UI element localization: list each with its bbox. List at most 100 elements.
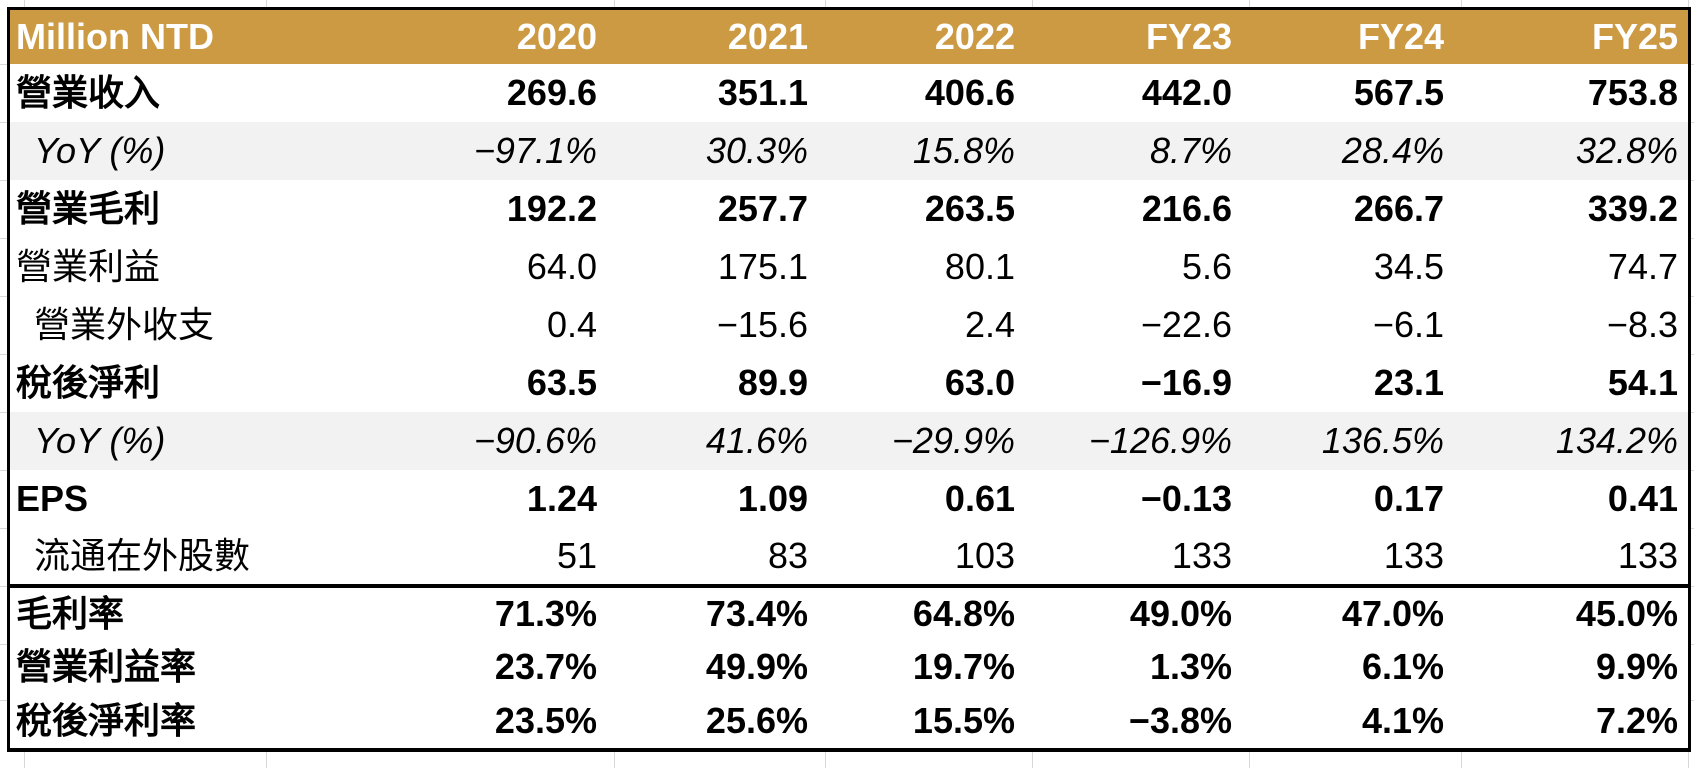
cell[interactable]: 63.0 [944, 362, 1015, 403]
cell[interactable]: 19.7% [912, 646, 1015, 687]
cell[interactable]: −29.9% [824, 412, 1031, 470]
row-label[interactable]: 營業利益率 [16, 646, 197, 687]
row-label[interactable]: 營業利益 [16, 246, 161, 287]
table-header: Million NTD 2020 2021 2022 FY23 FY24 FY25 [10, 10, 1688, 64]
row-label[interactable]: 營業收入 [16, 72, 161, 113]
cell[interactable]: 15.8% [824, 122, 1031, 180]
cell[interactable]: 23.1 [1373, 362, 1444, 403]
column-header-2020[interactable]: 2020 [265, 10, 613, 64]
column-header-2022[interactable]: 2022 [824, 10, 1031, 64]
cell[interactable]: 5.6 [1181, 246, 1232, 287]
cell[interactable]: −6.1 [1372, 304, 1444, 345]
unit-label-cell[interactable]: Million NTD [10, 10, 265, 64]
table-row: YoY (%) −90.6% 41.6% −29.9% −126.9% 136.5% 134… [10, 412, 1688, 470]
cell[interactable]: −22.6 [1140, 304, 1232, 345]
cell[interactable]: 4.1% [1361, 700, 1444, 741]
cell[interactable]: 47.0% [1248, 584, 1460, 640]
cell[interactable]: −126.9% [1031, 412, 1248, 470]
cell[interactable]: −90.6% [265, 412, 613, 470]
cell[interactable]: 1.3% [1149, 646, 1232, 687]
cell[interactable]: 6.1% [1361, 646, 1444, 687]
cell[interactable]: 192.2 [506, 188, 597, 229]
cell[interactable]: 133 [1171, 535, 1232, 576]
cell[interactable]: −0.13 [1140, 478, 1232, 519]
header-row: Million NTD 2020 2021 2022 FY23 FY24 FY25 [10, 10, 1688, 64]
cell[interactable]: 41.6% [613, 412, 824, 470]
cell[interactable]: 23.7% [494, 646, 597, 687]
column-header-fy25[interactable]: FY25 [1460, 10, 1688, 64]
cell[interactable]: 64.0 [526, 246, 597, 287]
row-label[interactable]: 營業外收支 [34, 304, 215, 345]
row-label[interactable]: YoY (%) [10, 122, 265, 180]
cell[interactable]: 406.6 [924, 72, 1015, 113]
cell[interactable]: 753.8 [1587, 72, 1678, 113]
cell[interactable]: −3.8% [1128, 700, 1232, 741]
row-label[interactable]: 稅後淨利 [16, 362, 161, 403]
cell[interactable]: 25.6% [705, 700, 808, 741]
cell[interactable]: 133 [1617, 535, 1678, 576]
row-label[interactable]: YoY (%) [10, 412, 265, 470]
table-row: 營業收入 269.6 351.1 406.6 442.0 567.5 753.8 [10, 64, 1688, 122]
cell[interactable]: −15.6 [716, 304, 808, 345]
cell[interactable]: −97.1% [265, 122, 613, 180]
cell[interactable]: 2.4 [964, 304, 1015, 345]
cell[interactable]: 263.5 [924, 188, 1015, 229]
cell[interactable]: 0.17 [1373, 478, 1444, 519]
cell[interactable]: 266.7 [1353, 188, 1444, 229]
cell[interactable]: 8.7% [1031, 122, 1248, 180]
cell[interactable]: 7.2% [1595, 700, 1678, 741]
table-body: 營業收入 269.6 351.1 406.6 442.0 567.5 753.8 YoY (%… [10, 64, 1688, 748]
cell[interactable]: 63.5 [526, 362, 597, 403]
cell[interactable]: 257.7 [717, 188, 808, 229]
cell[interactable]: 175.1 [717, 246, 808, 287]
cell[interactable]: 567.5 [1353, 72, 1444, 113]
row-label[interactable]: 稅後淨利率 [16, 700, 197, 741]
column-header-fy24[interactable]: FY24 [1248, 10, 1460, 64]
cell[interactable]: 1.24 [526, 478, 597, 519]
cell[interactable]: 339.2 [1587, 188, 1678, 229]
cell[interactable]: 442.0 [1141, 72, 1232, 113]
cell[interactable]: 51 [556, 535, 597, 576]
cell[interactable]: 89.9 [737, 362, 808, 403]
cell[interactable]: 9.9% [1595, 646, 1678, 687]
cell[interactable]: −8.3 [1606, 304, 1678, 345]
cell[interactable]: 73.4% [613, 584, 824, 640]
cell[interactable]: 0.41 [1607, 478, 1678, 519]
cell[interactable]: 134.2% [1460, 412, 1688, 470]
cell[interactable]: 30.3% [613, 122, 824, 180]
cell[interactable]: 216.6 [1141, 188, 1232, 229]
cell[interactable]: 15.5% [912, 700, 1015, 741]
cell[interactable]: 34.5 [1373, 246, 1444, 287]
cell[interactable]: 45.0% [1460, 584, 1688, 640]
cell[interactable]: 1.09 [737, 478, 808, 519]
cell[interactable]: 133 [1383, 535, 1444, 576]
cell[interactable]: 23.5% [494, 700, 597, 741]
table-row: 毛利率 71.3% 73.4% 64.8% 49.0% 47.0% 45.0% [10, 584, 1688, 640]
row-label[interactable]: 毛利率 [10, 584, 265, 640]
row-label[interactable]: 流通在外股數 [34, 535, 251, 576]
column-header-fy23[interactable]: FY23 [1031, 10, 1248, 64]
cell[interactable]: −16.9 [1140, 362, 1232, 403]
cell[interactable]: 54.1 [1607, 362, 1678, 403]
cell[interactable]: 71.3% [265, 584, 613, 640]
cell[interactable]: 64.8% [824, 584, 1031, 640]
financial-summary-table: Million NTD 2020 2021 2022 FY23 FY24 FY25 營業收… [7, 7, 1691, 752]
cell[interactable]: 0.61 [944, 478, 1015, 519]
cell[interactable]: 351.1 [717, 72, 808, 113]
cell[interactable]: 49.9% [705, 646, 808, 687]
cell[interactable]: 32.8% [1460, 122, 1688, 180]
cell[interactable]: 74.7 [1607, 246, 1678, 287]
row-label[interactable]: EPS [16, 478, 89, 519]
cell[interactable]: 136.5% [1248, 412, 1460, 470]
table-row: 流通在外股數 51 83 103 133 133 133 [10, 528, 1688, 586]
row-label[interactable]: 營業毛利 [16, 188, 161, 229]
cell[interactable]: 269.6 [506, 72, 597, 113]
cell[interactable]: 0.4 [546, 304, 597, 345]
cell[interactable]: 80.1 [944, 246, 1015, 287]
cell[interactable]: 103 [954, 535, 1015, 576]
column-header-2021[interactable]: 2021 [613, 10, 824, 64]
cell[interactable]: 49.0% [1031, 584, 1248, 640]
table-row: 稅後淨利率 23.5% 25.6% 15.5% −3.8% 4.1% 7.2% [10, 694, 1688, 748]
cell[interactable]: 83 [767, 535, 808, 576]
cell[interactable]: 28.4% [1248, 122, 1460, 180]
